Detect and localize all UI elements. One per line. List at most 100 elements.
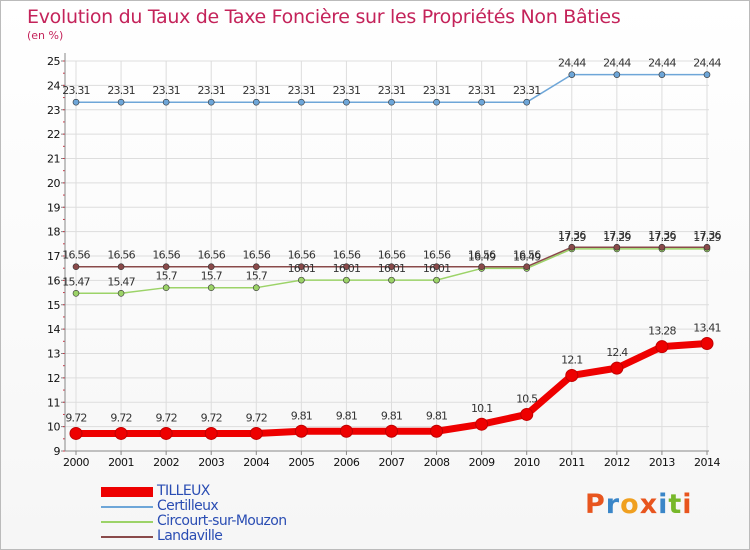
x-tick-label: 2001	[108, 456, 134, 469]
data-point	[249, 426, 263, 440]
data-label: 24.44	[648, 57, 676, 70]
data-label: 17.29	[648, 231, 676, 244]
data-label: 23.31	[197, 84, 225, 97]
data-point	[610, 361, 624, 375]
data-point	[343, 276, 350, 284]
x-tick-label: 2003	[198, 456, 224, 469]
y-tick-label: 16	[47, 274, 60, 287]
x-tick-label: 2013	[649, 456, 675, 469]
data-point	[339, 424, 353, 438]
axes: 9 10 11 12 13 14 15 16 17 18 19 20 21 22 23 24 25 2000 200…	[47, 53, 721, 469]
data-point	[703, 71, 711, 78]
y-tick-label: 14	[47, 323, 60, 336]
data-label: 23.31	[468, 84, 496, 97]
data-label: 16.56	[107, 249, 135, 262]
y-tick-label: 17	[47, 250, 60, 263]
data-label: 16.56	[288, 249, 316, 262]
data-point	[162, 284, 170, 291]
data-point	[298, 263, 305, 271]
y-tick-label: 12	[47, 372, 60, 385]
y-tick-label: 9	[54, 445, 61, 458]
y-tick-label: 25	[47, 55, 60, 68]
series-certilleux	[72, 71, 711, 106]
data-label: 17.36	[603, 229, 631, 242]
data-point	[613, 71, 621, 78]
data-label: 15.7	[155, 270, 177, 283]
x-tick-label: 2010	[514, 456, 540, 469]
data-label: 23.31	[288, 84, 316, 97]
data-label: 17.29	[558, 231, 586, 244]
data-label: 13.28	[648, 325, 676, 338]
data-point	[523, 98, 531, 106]
data-point	[565, 368, 579, 382]
data-point	[343, 98, 350, 106]
proxiti-logo: Proxiti	[585, 489, 693, 520]
data-label: 17.29	[693, 231, 721, 244]
data-point	[207, 284, 215, 291]
data-label: 24.44	[603, 57, 631, 70]
data-point	[117, 263, 125, 271]
data-label: 16.56	[468, 249, 496, 262]
data-label: 10.5	[516, 392, 538, 405]
data-point	[207, 263, 215, 271]
data-point	[658, 71, 666, 78]
y-tick-label: 13	[47, 348, 60, 361]
data-point	[433, 276, 440, 284]
data-point	[568, 243, 576, 251]
chart-title: Evolution du Taux de Taxe Foncière sur l…	[27, 6, 621, 28]
y-tick-label: 21	[47, 153, 60, 166]
data-point	[475, 417, 489, 431]
y-tick-label: 11	[47, 396, 60, 409]
logo-letter: P	[585, 489, 606, 520]
data-point	[252, 263, 260, 271]
data-label: 9.72	[65, 411, 86, 424]
data-label: 16.56	[378, 249, 406, 262]
data-point	[294, 424, 308, 438]
data-label: 23.31	[107, 84, 135, 97]
logo-letter: r	[605, 489, 621, 520]
x-tick-label: 2008	[424, 456, 450, 469]
data-point	[613, 243, 621, 251]
grid	[65, 60, 709, 452]
data-label: 23.31	[513, 84, 541, 97]
data-point	[72, 98, 80, 106]
data-point	[478, 263, 485, 271]
data-label: 16.56	[333, 249, 361, 262]
data-point	[385, 424, 398, 438]
data-label: 16.56	[152, 249, 180, 262]
data-label: 17.36	[648, 229, 676, 242]
data-point	[69, 426, 83, 440]
data-label: 9.72	[110, 411, 131, 424]
x-tick-label: 2011	[559, 456, 585, 469]
data-label: 13.41	[693, 322, 721, 335]
data-label: 9.81	[336, 409, 357, 422]
data-label: 15.47	[62, 275, 90, 288]
data-point	[433, 98, 440, 106]
data-label: 9.81	[381, 409, 402, 422]
data-label: 17.36	[558, 229, 586, 242]
data-point	[478, 98, 485, 106]
data-point	[252, 98, 260, 106]
legend-swatch	[101, 536, 153, 538]
x-tick-label: 2000	[63, 456, 89, 469]
data-point	[430, 424, 444, 438]
unit-label: (en %)	[27, 29, 64, 42]
legend-swatch	[101, 487, 153, 497]
logo-letter: o	[620, 489, 640, 520]
legend-label: Certilleux	[157, 498, 219, 514]
legend-label: Circourt-sur-Mouzon	[157, 513, 287, 529]
data-point	[658, 243, 666, 251]
x-tick-label: 2009	[469, 456, 495, 469]
data-point	[433, 263, 440, 271]
data-label: 16.49	[468, 250, 496, 263]
data-point	[388, 263, 395, 271]
x-tick-label: 2002	[153, 456, 179, 469]
y-tick-label: 20	[47, 177, 60, 190]
data-label: 9.81	[426, 409, 447, 422]
data-point	[252, 284, 260, 291]
data-label: 23.31	[333, 84, 361, 97]
data-label: 23.31	[378, 84, 406, 97]
data-point	[114, 426, 128, 440]
x-tick-label: 2007	[379, 456, 405, 469]
